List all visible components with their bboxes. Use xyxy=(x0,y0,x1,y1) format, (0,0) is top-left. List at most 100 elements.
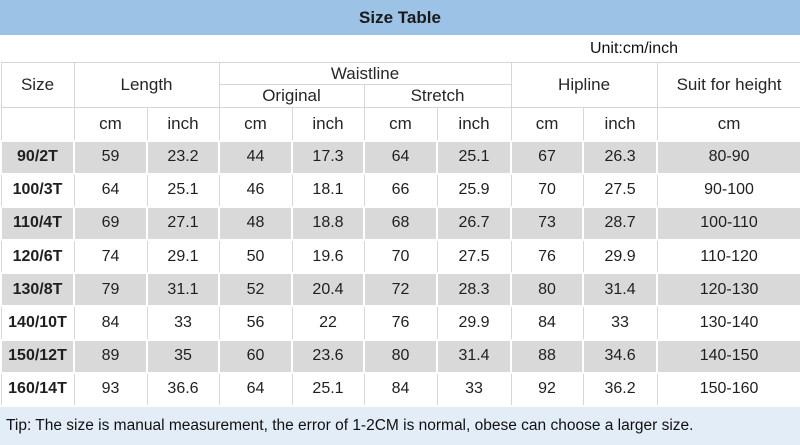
unit-header-cell: cm xyxy=(510,107,584,141)
value-cell: 80 xyxy=(510,272,585,308)
value-cell: 130-140 xyxy=(656,305,800,341)
value-cell: 60 xyxy=(218,338,293,374)
unit-header-cell: cm xyxy=(656,107,800,141)
value-cell: 76 xyxy=(363,305,438,341)
size-label: 140/10T xyxy=(0,305,75,341)
value-cell: 18.8 xyxy=(291,205,365,242)
value-cell: 19.6 xyxy=(291,239,365,275)
value-cell: 120-130 xyxy=(656,272,800,308)
table-row: 150/12T 89 35 60 23.6 80 31.4 88 34.6 140-150 xyxy=(0,338,800,374)
col-header-original: Original xyxy=(218,84,365,108)
size-label: 130/8T xyxy=(0,272,75,308)
value-cell: 69 xyxy=(73,205,148,242)
table-row: 120/6T 74 29.1 50 19.6 70 27.5 76 29.9 110-120 xyxy=(0,239,800,275)
value-cell: 33 xyxy=(436,371,512,408)
value-cell: 84 xyxy=(510,305,584,341)
value-cell: 72 xyxy=(363,272,438,308)
value-cell: 25.1 xyxy=(435,139,513,175)
size-label: 150/12T xyxy=(0,338,75,374)
value-cell: 90-100 xyxy=(656,172,800,208)
value-cell: 140-150 xyxy=(656,338,800,374)
value-cell: 52 xyxy=(218,272,293,308)
value-cell: 73 xyxy=(510,205,585,242)
value-cell: 46 xyxy=(218,172,293,208)
value-cell: 70 xyxy=(510,172,584,208)
value-cell: 89 xyxy=(73,338,148,374)
table-row: 130/8T 79 31.1 52 20.4 72 28.3 80 31.4 120-130 xyxy=(0,272,800,308)
value-cell: 26.7 xyxy=(435,205,513,242)
table-row: 110/4T 69 27.1 48 18.8 68 26.7 73 28.7 100-110 xyxy=(0,205,800,242)
value-cell: 50 xyxy=(218,239,293,275)
value-cell: 67 xyxy=(510,139,585,175)
col-header-stretch: Stretch xyxy=(363,84,512,108)
value-cell: 36.2 xyxy=(582,371,658,408)
value-cell: 110-120 xyxy=(656,239,800,275)
unit-header-cell: inch xyxy=(291,107,365,141)
table-row: 140/10T 84 33 56 22 76 29.9 84 33 130-140 xyxy=(0,305,800,341)
unit-header-row: cm inch cm inch cm inch cm inch cm xyxy=(0,107,800,141)
value-cell: 36.6 xyxy=(146,371,220,408)
col-header-hipline: Hipline xyxy=(510,62,658,108)
value-cell: 27.5 xyxy=(582,172,658,208)
value-cell: 70 xyxy=(363,239,438,275)
header-row-1: Size Length Waistline Hipline Suit for h… xyxy=(0,62,800,108)
size-label: 120/6T xyxy=(0,239,75,275)
unit-header-cell: cm xyxy=(73,107,148,141)
size-label: 100/3T xyxy=(0,172,75,208)
value-cell: 100-110 xyxy=(656,205,800,242)
value-cell: 27.1 xyxy=(146,205,220,242)
size-label: 160/14T xyxy=(0,371,75,408)
value-cell: 59 xyxy=(73,139,148,175)
table-wrapper: Size Length Waistline Hipline Suit for h… xyxy=(0,62,800,408)
value-cell: 64 xyxy=(73,172,148,208)
unit-header-cell: inch xyxy=(582,107,658,141)
empty-corner-cell xyxy=(0,107,75,141)
tip-text: Tip: The size is manual measurement, the… xyxy=(6,417,694,434)
value-cell: 74 xyxy=(73,239,148,275)
value-cell: 93 xyxy=(73,371,148,408)
value-cell: 29.9 xyxy=(436,305,512,341)
value-cell: 23.2 xyxy=(146,139,220,175)
table-row: 100/3T 64 25.1 46 18.1 66 25.9 70 27.5 90-100 xyxy=(0,172,800,208)
value-cell: 66 xyxy=(363,172,438,208)
col-header-suit-for-height: Suit for height xyxy=(656,62,800,108)
value-cell: 29.9 xyxy=(582,239,658,275)
value-cell: 44 xyxy=(218,139,293,175)
value-cell: 68 xyxy=(363,205,438,242)
unit-row: Unit:cm/inch xyxy=(0,35,800,62)
value-cell: 31.4 xyxy=(582,272,659,308)
col-header-length: Length xyxy=(73,62,220,108)
value-cell: 84 xyxy=(73,305,148,341)
value-cell: 26.3 xyxy=(582,139,659,175)
unit-header-cell: cm xyxy=(218,107,293,141)
page-title: Size Table xyxy=(359,7,441,27)
value-cell: 27.5 xyxy=(436,239,512,275)
title-bar: Size Table xyxy=(0,0,800,35)
value-cell: 48 xyxy=(218,205,293,242)
value-cell: 25.9 xyxy=(436,172,512,208)
value-cell: 33 xyxy=(146,305,220,341)
value-cell: 79 xyxy=(73,272,148,308)
value-cell: 25.1 xyxy=(291,371,365,408)
value-cell: 28.3 xyxy=(435,272,513,308)
value-cell: 28.7 xyxy=(582,205,659,242)
value-cell: 35 xyxy=(146,338,220,374)
value-cell: 84 xyxy=(363,371,438,408)
value-cell: 29.1 xyxy=(146,239,220,275)
value-cell: 88 xyxy=(510,338,585,374)
table-row: 160/14T 93 36.6 64 25.1 84 33 92 36.2 150-160 xyxy=(0,371,800,408)
size-label: 90/2T xyxy=(0,139,75,175)
value-cell: 22 xyxy=(291,305,365,341)
value-cell: 34.6 xyxy=(582,338,659,374)
unit-header-cell: inch xyxy=(436,107,512,141)
col-header-waistline: Waistline xyxy=(218,62,512,85)
value-cell: 92 xyxy=(510,371,584,408)
value-cell: 76 xyxy=(510,239,584,275)
tip-bar: Tip: The size is manual measurement, the… xyxy=(0,407,800,445)
value-cell: 25.1 xyxy=(146,172,220,208)
value-cell: 150-160 xyxy=(656,371,800,408)
unit-header-cell: cm xyxy=(363,107,438,141)
value-cell: 17.3 xyxy=(291,139,365,175)
value-cell: 33 xyxy=(582,305,658,341)
